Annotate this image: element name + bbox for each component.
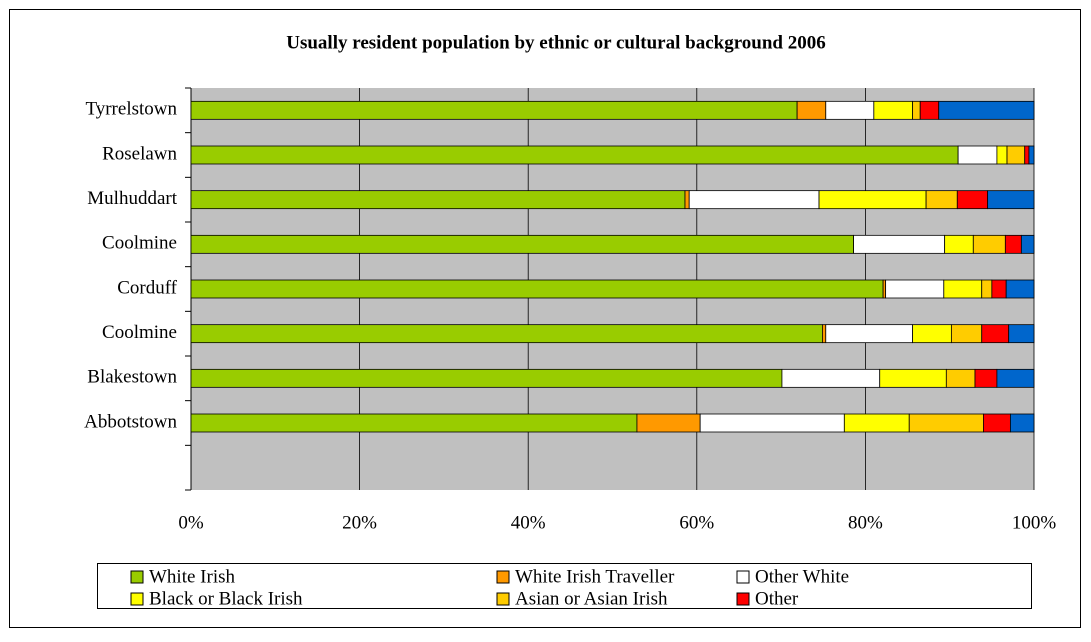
bar-segment (825, 324, 914, 344)
y-tick-label: Coolmine (102, 233, 177, 254)
bar-segment (822, 324, 827, 344)
y-tick-label: Roselawn (102, 143, 177, 164)
y-tick-label: Abbotstown (84, 411, 177, 432)
bar-segment (981, 279, 993, 299)
bar-segment (825, 100, 875, 120)
x-tick-label: 0% (178, 512, 204, 533)
legend-label: Black or Black Irish (149, 588, 303, 609)
bar-segment (956, 190, 989, 210)
bar-segment (991, 279, 1007, 299)
bar-segment (925, 190, 958, 210)
x-tick-label: 20% (342, 512, 377, 533)
legend-swatch (496, 592, 510, 606)
bar-segment (912, 324, 952, 344)
bar-segment (873, 100, 914, 120)
bar-segment (1028, 145, 1035, 165)
chart-title: Usually resident population by ethnic or… (286, 32, 826, 53)
bar-segment (957, 145, 998, 165)
bar-segment (1008, 324, 1035, 344)
bar-segment (781, 368, 881, 388)
bar-segment (944, 234, 974, 254)
legend-swatch (496, 570, 510, 584)
bar-segment (796, 100, 827, 120)
y-tick-label: Blakestown (87, 367, 177, 388)
bar-segment (1004, 234, 1022, 254)
legend-swatch (736, 592, 750, 606)
bar-segment (684, 190, 690, 210)
x-tick-label: 40% (511, 512, 546, 533)
legend-label: White Irish (149, 566, 236, 587)
bar-segment (885, 279, 945, 299)
bar-segment (190, 368, 783, 388)
bar-segment (1024, 145, 1030, 165)
y-tick-label: Coolmine (102, 322, 177, 343)
bar-segment (818, 190, 927, 210)
bar-segment (190, 145, 959, 165)
bar-segment (908, 413, 984, 433)
x-tick-label: 100% (1012, 512, 1057, 533)
bar-segment (190, 324, 823, 344)
y-tick-label: Tyrrelstown (85, 99, 177, 120)
bar-segment (190, 100, 798, 120)
bar-segment (190, 234, 854, 254)
legend-box (97, 563, 1032, 609)
bar-segment (879, 368, 947, 388)
bar-segment (636, 413, 701, 433)
bar-segment (943, 279, 983, 299)
bar-segment (853, 234, 946, 254)
y-tick-label: Corduff (117, 277, 177, 298)
bar-segment (190, 190, 686, 210)
legend-swatch (736, 570, 750, 584)
bar-segment (974, 368, 998, 388)
bar-segment (699, 413, 845, 433)
bar-segment (938, 100, 1035, 120)
legend-label: Other White (755, 566, 849, 587)
bar-segment (1009, 413, 1035, 433)
bar-segment (688, 190, 820, 210)
bar-segment (981, 324, 1010, 344)
legend-label: White Irish Traveller (515, 566, 675, 587)
bar-segment (996, 368, 1035, 388)
bar-segment (190, 413, 638, 433)
x-tick-label: 60% (679, 512, 714, 533)
y-tick-label: Mulhuddart (87, 188, 177, 209)
bar-segment (945, 368, 976, 388)
bar-segment (983, 413, 1011, 433)
bar-segment (1006, 145, 1026, 165)
bar-segment (987, 190, 1035, 210)
legend-swatch (130, 570, 144, 584)
bar-segment (190, 279, 884, 299)
bar-segment (919, 100, 940, 120)
legend-swatch (130, 592, 144, 606)
legend-label: Asian or Asian Irish (515, 588, 668, 609)
bar-segment (996, 145, 1008, 165)
x-tick-label: 80% (848, 512, 883, 533)
bar-segment (912, 100, 921, 120)
legend-label: Other (755, 588, 799, 609)
bar-segment (1005, 279, 1035, 299)
bar-segment (843, 413, 910, 433)
bar-segment (950, 324, 983, 344)
bar-segment (972, 234, 1006, 254)
bar-segment (1020, 234, 1035, 254)
